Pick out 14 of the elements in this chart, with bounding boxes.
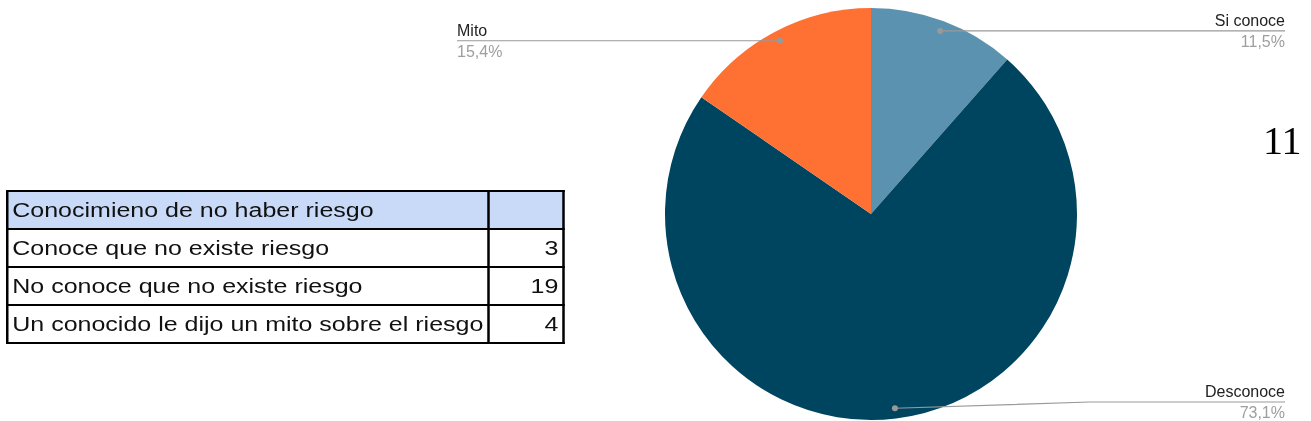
category-label: No conoce que no existe riesgo: [7, 267, 489, 305]
text: Conocimieno de no haber riesgo: [7, 191, 489, 229]
data-label: 3: [488, 229, 564, 267]
data-label: 4: [488, 305, 564, 343]
slice-label: Mito: [457, 21, 488, 39]
slice-label: Desconoce: [1204, 383, 1286, 400]
data-label: 73,1%: [1239, 404, 1285, 421]
data-label: 15,4%: [457, 42, 503, 60]
data-label: 19: [488, 267, 564, 305]
text: 11: [1263, 118, 1302, 163]
slice-label: Si conoce: [1214, 11, 1286, 29]
category-label: Conoce que no existe riesgo: [7, 229, 489, 267]
category-label: Un conocido le dijo un mito sobre el riesgo: [7, 305, 489, 343]
data-label: 11,5%: [1240, 32, 1285, 50]
